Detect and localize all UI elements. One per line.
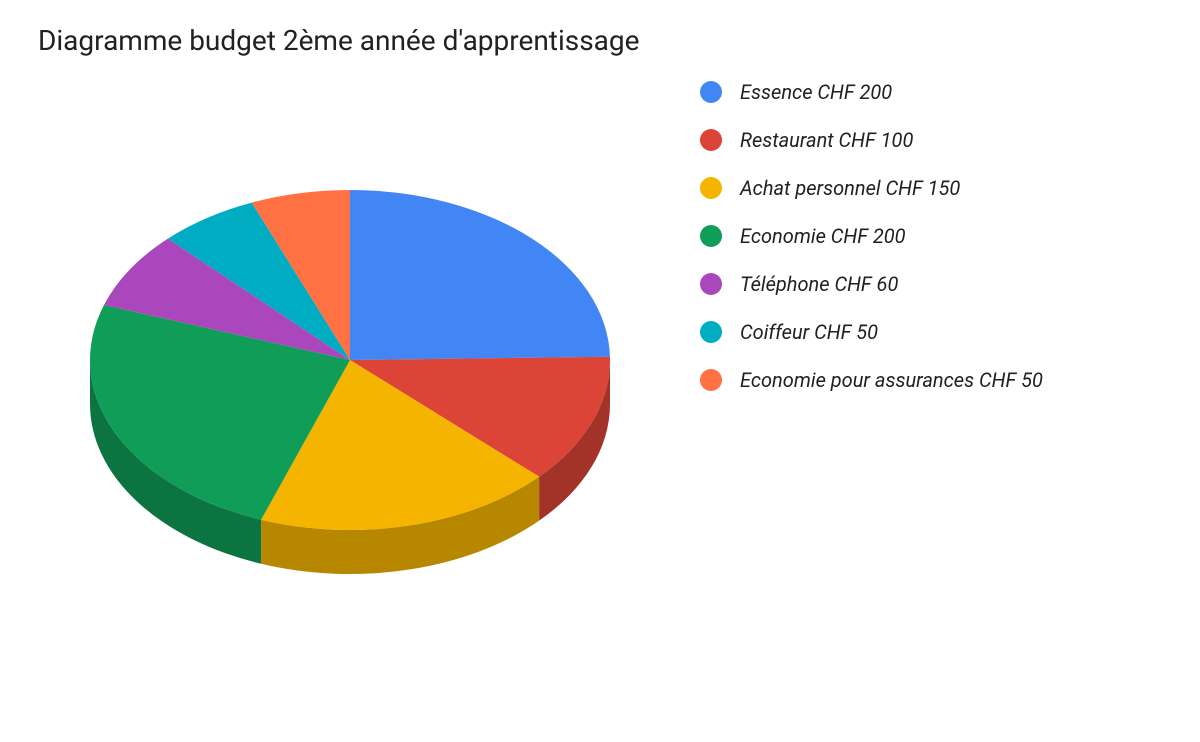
legend-swatch [700,81,722,103]
legend-swatch [700,225,722,247]
legend-label: Téléphone CHF 60 [740,272,898,296]
legend: Essence CHF 200 Restaurant CHF 100 Achat p… [700,80,1170,416]
legend-label: Economie CHF 200 [740,224,906,248]
pie-svg [60,140,640,660]
legend-swatch [700,273,722,295]
legend-label: Coiffeur CHF 50 [740,320,878,344]
legend-item: Coiffeur CHF 50 [700,320,1170,344]
legend-item: Economie pour assurances CHF 50 [700,368,1170,392]
legend-label: Essence CHF 200 [740,80,892,104]
legend-item: Restaurant CHF 100 [700,128,1170,152]
legend-item: Essence CHF 200 [700,80,1170,104]
legend-swatch [700,177,722,199]
chart-container: Diagramme budget 2ème année d'apprentiss… [0,0,1200,742]
pie-chart [60,140,640,660]
pie-slice [350,190,610,360]
legend-swatch [700,369,722,391]
legend-item: Economie CHF 200 [700,224,1170,248]
legend-item: Téléphone CHF 60 [700,272,1170,296]
legend-swatch [700,321,722,343]
legend-item: Achat personnel CHF 150 [700,176,1170,200]
chart-title: Diagramme budget 2ème année d'apprentiss… [38,24,639,57]
legend-swatch [700,129,722,151]
legend-label: Achat personnel CHF 150 [740,176,960,200]
legend-label: Economie pour assurances CHF 50 [740,368,1043,392]
legend-label: Restaurant CHF 100 [740,128,913,152]
